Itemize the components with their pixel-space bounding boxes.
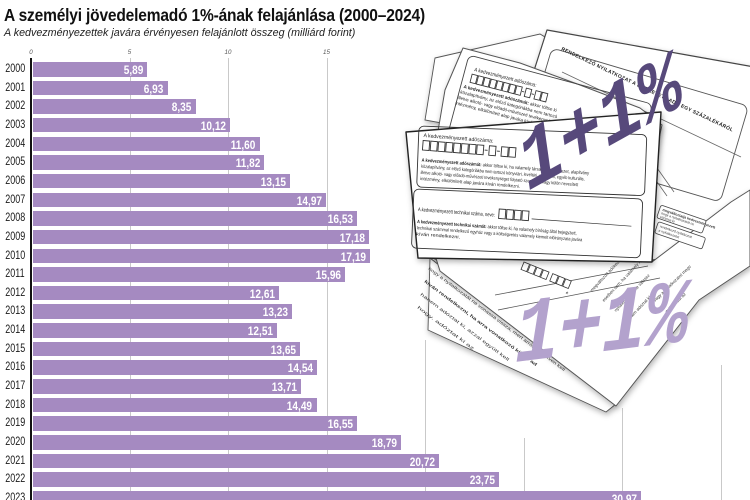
svg-text:a nyilatkozatot: a nyilatkozatot <box>658 229 680 240</box>
svg-text:*: * <box>564 291 569 299</box>
svg-text:1+1%: 1+1% <box>507 265 697 392</box>
svg-text:A kedvezményezett adószáma:: A kedvezményezett adószáma: <box>423 133 493 144</box>
svg-text:várassa ki: várassa ki <box>659 215 675 224</box>
svg-text:A kedvezményezett technikai sz: A kedvezményezett technikai száma, neve: <box>418 207 495 219</box>
svg-text:kíván rendelkezni.: kíván rendelkezni. <box>416 231 460 239</box>
